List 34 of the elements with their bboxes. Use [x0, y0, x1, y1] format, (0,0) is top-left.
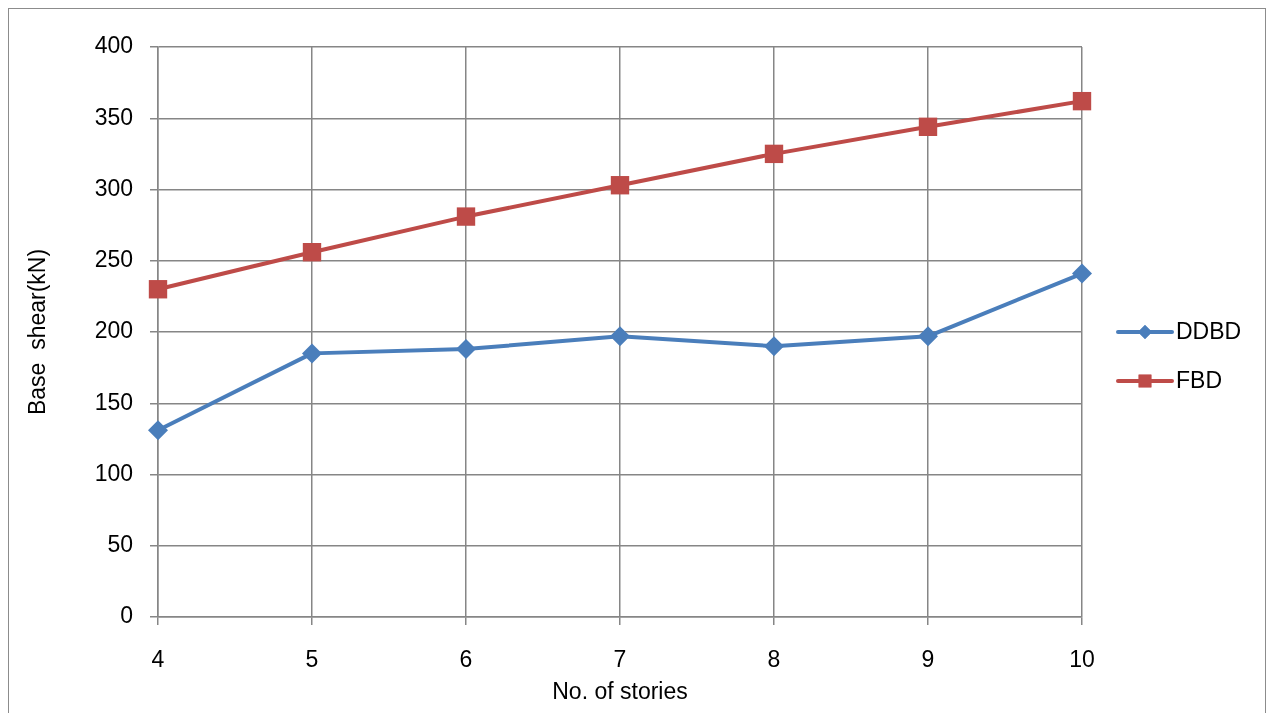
point: [456, 339, 476, 360]
x-tick-label: 4: [151, 646, 165, 673]
y-tick-label: 300: [94, 174, 133, 201]
point: [148, 420, 168, 441]
point: [918, 117, 938, 136]
y-tick-label: 150: [94, 388, 133, 415]
point: [918, 326, 938, 347]
point: [610, 176, 630, 195]
x-axis-title: No. of stories: [552, 677, 688, 704]
y-tick-label: 400: [94, 32, 133, 59]
x-tick-label: 9: [921, 646, 935, 673]
point: [1072, 263, 1092, 284]
y-tick-label: 200: [94, 317, 133, 344]
y-tick-label: 250: [94, 246, 133, 273]
point: [610, 326, 630, 347]
point: [148, 280, 168, 299]
point: [302, 343, 322, 364]
x-tick-label: 8: [767, 646, 781, 673]
point: [456, 207, 476, 226]
point: [764, 144, 784, 164]
legend-label: FBD: [1176, 367, 1222, 394]
y-tick-label: 50: [107, 531, 133, 558]
point: [1072, 91, 1092, 111]
x-tick-label: 7: [613, 646, 627, 673]
point: [764, 336, 784, 357]
y-tick-label: 0: [120, 602, 133, 629]
y-tick-label: 100: [94, 459, 133, 486]
x-tick-label: 5: [305, 646, 319, 673]
x-tick-label: 10: [1069, 646, 1095, 673]
legend-label: DDBD: [1176, 318, 1242, 345]
x-tick-label: 6: [459, 646, 473, 673]
y-tick-label: 350: [94, 103, 133, 130]
point: [302, 243, 322, 262]
y-axis-title: Base shear(kN): [24, 248, 51, 416]
